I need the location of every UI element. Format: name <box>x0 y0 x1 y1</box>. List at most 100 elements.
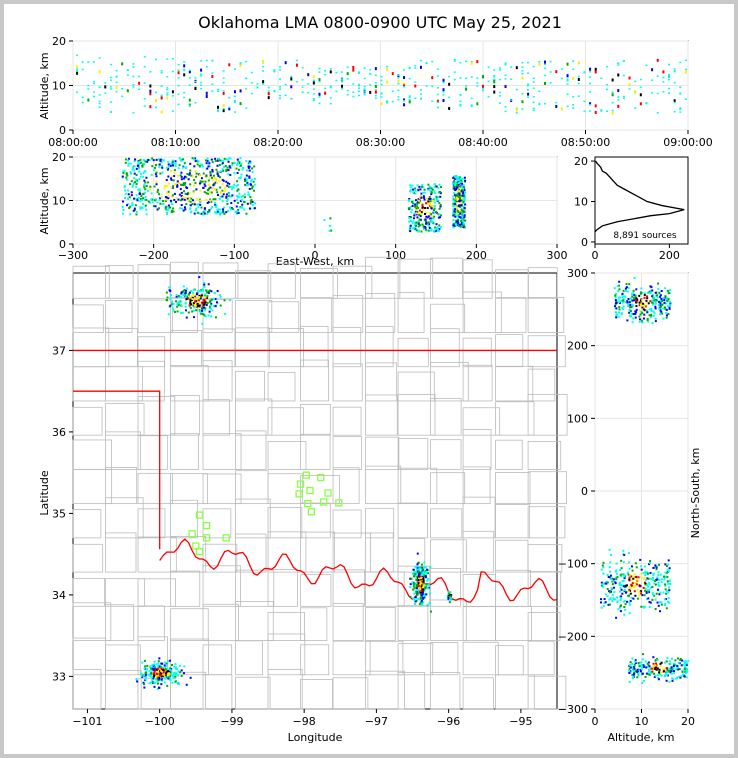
lightning-source-point <box>173 175 176 178</box>
longitude-tick-label: −99 <box>220 715 243 728</box>
lightning-source-point <box>455 220 458 223</box>
lightning-source-point <box>165 191 168 194</box>
lightning-source-point <box>171 186 174 189</box>
lightning-source-point <box>438 228 441 231</box>
county-border <box>267 441 307 470</box>
lightning-source-point <box>148 682 151 685</box>
lightning-source-point <box>418 213 421 216</box>
histogram-xtick-label: 200 <box>659 249 680 262</box>
lightning-source-point <box>168 165 171 168</box>
lightning-source-point <box>633 294 636 297</box>
lightning-source-point <box>177 103 180 106</box>
lightning-source-point <box>611 593 614 596</box>
lightning-source-point <box>420 230 423 233</box>
lightning-source-point <box>438 213 441 216</box>
lightning-source-point <box>647 597 650 600</box>
lightning-source-point <box>207 184 210 187</box>
lightning-source-point <box>186 197 189 200</box>
lightning-source-point <box>566 74 569 78</box>
lightning-source-point <box>397 96 400 98</box>
red-river-border <box>159 538 558 604</box>
lightning-source-point <box>137 160 140 163</box>
lightning-source-point <box>408 197 411 200</box>
lightning-source-point <box>203 212 206 215</box>
county-border <box>300 403 331 436</box>
lightning-source-point <box>127 157 130 160</box>
lightning-source-point <box>621 296 624 299</box>
lightning-source-point <box>426 223 429 226</box>
lightning-source-point <box>233 95 236 98</box>
lightning-source-point <box>643 303 646 306</box>
lightning-source-point <box>195 175 198 178</box>
lightning-source-point <box>128 196 131 199</box>
lightning-source-point <box>199 189 202 192</box>
county-border <box>137 536 177 573</box>
lightning-source-point <box>421 595 424 598</box>
lightning-source-point <box>510 99 513 101</box>
lightning-source-point <box>149 681 152 684</box>
lightning-source-point <box>160 96 163 100</box>
lightning-source-point <box>668 567 671 570</box>
county-border <box>202 565 241 607</box>
lightning-source-point <box>560 68 563 70</box>
lightning-source-point <box>312 81 315 85</box>
lightning-source-point <box>324 87 327 90</box>
lightning-source-point <box>139 162 142 165</box>
lightning-source-point <box>397 98 400 101</box>
lightning-source-point <box>417 189 420 192</box>
lightning-source-point <box>543 102 546 105</box>
lightning-source-point <box>687 659 690 662</box>
lightning-source-point <box>679 658 682 661</box>
lightning-source-point <box>413 573 416 576</box>
lightning-source-point <box>436 68 439 70</box>
lightning-source-point <box>409 583 412 586</box>
lightning-source-point <box>415 221 418 224</box>
lightning-source-point <box>611 111 614 115</box>
lightning-source-point <box>418 582 421 585</box>
lightning-source-point <box>174 162 177 165</box>
lightning-source-point <box>161 666 164 669</box>
lightning-source-point <box>231 162 234 165</box>
lightning-source-point <box>414 600 417 603</box>
lightning-source-point <box>341 71 344 73</box>
lightning-source-point <box>152 672 155 675</box>
lightning-source-point <box>374 97 377 99</box>
lightning-source-point <box>447 596 450 599</box>
lightning-source-point <box>418 603 421 606</box>
lightning-source-point <box>174 675 177 678</box>
lightning-source-point <box>429 565 432 568</box>
lightning-source-point <box>566 79 569 82</box>
lightning-source-point <box>515 108 518 112</box>
lightning-source-point <box>460 208 463 211</box>
lightning-source-point <box>214 157 217 160</box>
lightning-source-point <box>142 197 145 200</box>
lightning-source-point <box>176 303 179 306</box>
lightning-source-point <box>158 198 161 201</box>
lightning-source-point <box>168 286 171 289</box>
lightning-source-point <box>408 96 411 98</box>
lightning-source-point <box>180 292 183 295</box>
lightning-source-point <box>335 90 338 93</box>
lightning-source-point <box>653 675 656 678</box>
lightning-source-point <box>122 172 125 175</box>
lightning-source-point <box>649 572 652 575</box>
lightning-source-point <box>252 207 255 210</box>
lightning-source-point <box>241 203 244 206</box>
lightning-source-point <box>455 221 458 224</box>
lightning-source-point <box>166 675 169 678</box>
lightning-source-point <box>219 176 222 179</box>
lightning-source-point <box>644 675 647 678</box>
lightning-source-point <box>169 294 172 297</box>
lightning-source-point <box>203 283 206 286</box>
lightning-source-point <box>645 299 648 302</box>
lightning-source-point <box>172 676 175 679</box>
county-border <box>235 299 273 333</box>
lightning-source-point <box>449 596 452 599</box>
lightning-source-point <box>267 86 270 89</box>
lightning-source-point <box>635 288 638 291</box>
lightning-source-point <box>656 578 659 581</box>
lightning-source-point <box>415 587 418 590</box>
lightning-source-point <box>233 183 236 186</box>
lightning-source-point <box>414 210 417 213</box>
lightning-source-point <box>380 96 383 98</box>
